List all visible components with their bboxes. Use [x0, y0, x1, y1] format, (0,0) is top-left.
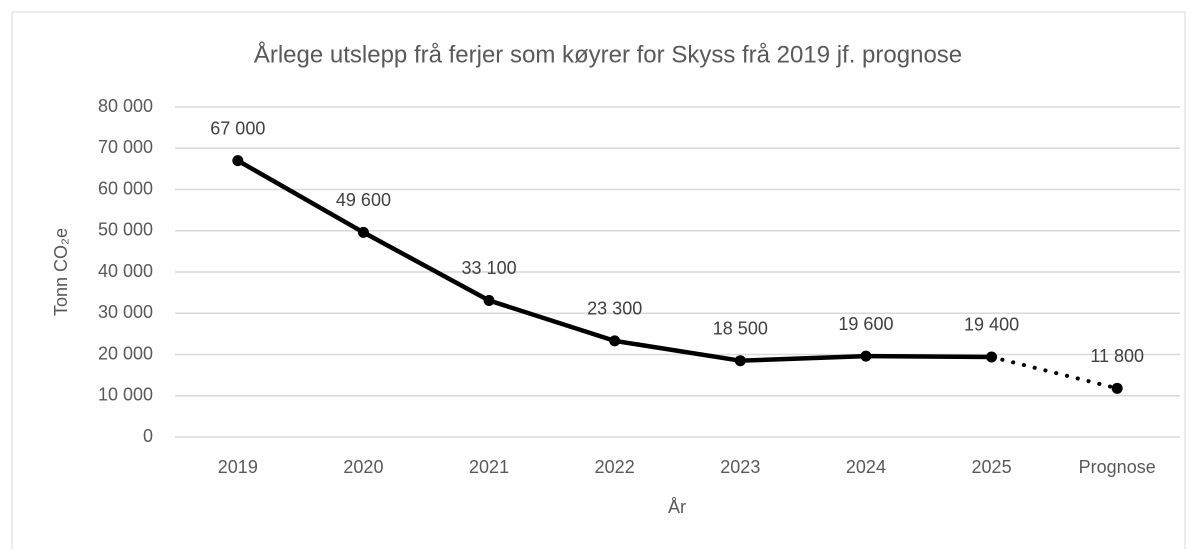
y-tick-label: 60 000 — [98, 178, 153, 198]
data-label: 11 800 — [1090, 346, 1144, 366]
x-tick-label: 2023 — [720, 457, 760, 477]
x-tick-label: Prognose — [1079, 457, 1156, 477]
data-point — [860, 350, 872, 362]
x-tick-label: 2025 — [972, 457, 1012, 477]
x-tick-label: 2022 — [595, 457, 635, 477]
y-axis-label: Tonn CO₂e — [51, 228, 71, 316]
data-label: 19 400 — [964, 315, 1019, 335]
line-segment — [863, 353, 994, 360]
line-segment — [361, 230, 492, 303]
line-segment — [612, 338, 743, 363]
data-point — [734, 355, 746, 367]
data-point — [609, 335, 621, 347]
data-label: 18 500 — [713, 318, 768, 338]
y-tick-label: 50 000 — [98, 220, 153, 240]
y-tick-label: 20 000 — [98, 343, 153, 363]
data-label: 49 600 — [336, 190, 391, 210]
x-tick-label: 2024 — [846, 457, 886, 477]
x-axis-label: År — [668, 497, 686, 517]
line-segment — [989, 354, 1120, 391]
data-label: 19 600 — [838, 314, 893, 334]
y-tick-label: 30 000 — [98, 302, 153, 322]
x-tick-label: 2019 — [218, 457, 258, 477]
x-tick-label: 2021 — [469, 457, 509, 477]
y-tick-label: 0 — [143, 426, 153, 446]
y-tick-label: 70 000 — [98, 137, 153, 157]
data-point — [232, 155, 244, 167]
y-tick-label: 80 000 — [98, 96, 153, 116]
data-point — [986, 351, 998, 363]
y-tick-label: 10 000 — [98, 385, 153, 405]
data-label: 33 100 — [462, 258, 517, 278]
chart-frame — [11, 11, 1186, 554]
line-segment — [235, 158, 366, 235]
chart-title: Årlege utslepp frå ferjer som køyrer for… — [254, 40, 962, 68]
data-point — [1111, 382, 1123, 394]
data-label: 67 000 — [210, 118, 265, 138]
data-point — [483, 294, 495, 306]
data-label: 23 300 — [587, 299, 642, 319]
y-tick-label: 40 000 — [98, 261, 153, 281]
line-segment — [738, 353, 869, 363]
x-tick-label: 2020 — [343, 457, 383, 477]
line-segment — [486, 298, 617, 344]
data-point — [357, 226, 369, 238]
